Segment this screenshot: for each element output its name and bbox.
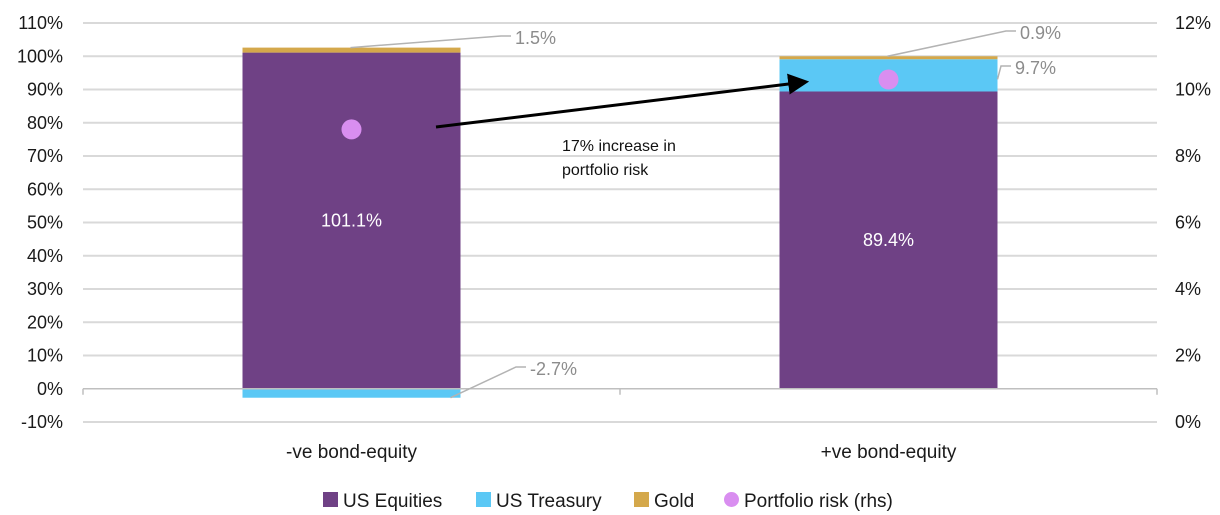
category-label: -ve bond-equity [286, 442, 417, 463]
right-tick-label: 8% [1175, 146, 1201, 166]
legend-swatch [323, 492, 338, 507]
legend-label: US Equities [343, 491, 442, 512]
leader-line [350, 35, 511, 49]
right-tick-label: 0% [1175, 412, 1201, 432]
category-label: +ve bond-equity [821, 442, 957, 463]
legend-label: Portfolio risk (rhs) [744, 491, 893, 512]
data-label: 89.4% [863, 230, 914, 250]
left-tick-label: 0% [37, 379, 63, 399]
left-tick-label: 50% [27, 213, 63, 233]
left-tick-label: 40% [27, 246, 63, 266]
legend-swatch [634, 492, 649, 507]
bar-segment [242, 52, 461, 389]
left-tick-label: 80% [27, 113, 63, 133]
right-tick-label: 10% [1175, 80, 1211, 100]
legend-swatch [476, 492, 491, 507]
data-label: 9.7% [1015, 58, 1056, 78]
left-tick-label: 110% [18, 13, 63, 33]
annotation-text: 17% increase in [562, 138, 676, 155]
leader-line [996, 65, 1011, 80]
annotation-arrow [435, 73, 810, 129]
leader-line [887, 30, 1016, 57]
right-tick-label: 2% [1175, 346, 1201, 366]
legend-swatch [724, 492, 739, 507]
data-label: 1.5% [515, 28, 556, 48]
left-tick-label: 10% [27, 346, 63, 366]
left-tick-label: 90% [27, 80, 63, 100]
bar-segment [779, 91, 998, 389]
legend-label: Gold [654, 491, 694, 512]
left-tick-label: -10% [21, 412, 63, 432]
data-label: 101.1% [321, 211, 382, 231]
bar-segment [779, 56, 998, 60]
risk-point [341, 119, 362, 140]
risk-point [878, 69, 899, 90]
left-tick-label: 60% [27, 179, 63, 199]
right-tick-label: 12% [1175, 13, 1211, 33]
data-label: 0.9% [1020, 23, 1061, 43]
bar-segment [242, 47, 461, 53]
leader-line [450, 366, 526, 399]
left-tick-label: 20% [27, 312, 63, 332]
left-tick-label: 70% [27, 146, 63, 166]
left-tick-label: 100% [17, 46, 63, 66]
left-tick-label: 30% [27, 279, 63, 299]
bar-segment [242, 388, 461, 398]
data-label: -2.7% [530, 359, 577, 379]
legend-label: US Treasury [496, 491, 602, 512]
right-tick-label: 6% [1175, 213, 1201, 233]
right-tick-label: 4% [1175, 279, 1201, 299]
annotation-text: portfolio risk [562, 162, 649, 179]
